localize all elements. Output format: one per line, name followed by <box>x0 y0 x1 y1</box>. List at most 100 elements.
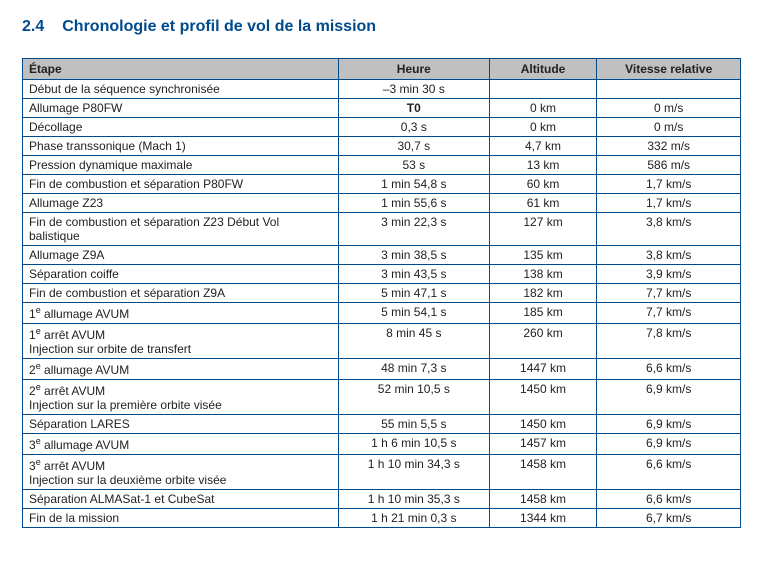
cell-etape: Allumage P80FW <box>23 99 339 118</box>
cell-altitude: 1447 km <box>489 359 597 380</box>
cell-altitude: 1450 km <box>489 415 597 434</box>
flight-timeline-table: Étape Heure Altitude Vitesse relative Dé… <box>22 58 741 528</box>
cell-etape: 3e allumage AVUM <box>23 434 339 455</box>
cell-altitude: 4,7 km <box>489 137 597 156</box>
table-row: Décollage0,3 s0 km0 m/s <box>23 118 741 137</box>
table-row: Allumage Z9A3 min 38,5 s135 km3,8 km/s <box>23 246 741 265</box>
table-row: Allumage P80FWT00 km0 m/s <box>23 99 741 118</box>
cell-altitude: 138 km <box>489 265 597 284</box>
cell-heure: 1 h 10 min 35,3 s <box>338 490 489 509</box>
cell-etape: Séparation coiffe <box>23 265 339 284</box>
cell-heure: 52 min 10,5 s <box>338 380 489 415</box>
cell-altitude: 1457 km <box>489 434 597 455</box>
table-row: Phase transsonique (Mach 1)30,7 s4,7 km3… <box>23 137 741 156</box>
cell-vitesse: 7,7 km/s <box>597 303 741 324</box>
cell-etape: Phase transsonique (Mach 1) <box>23 137 339 156</box>
cell-altitude <box>489 80 597 99</box>
col-altitude: Altitude <box>489 59 597 80</box>
cell-heure: 30,7 s <box>338 137 489 156</box>
cell-altitude: 260 km <box>489 324 597 359</box>
cell-vitesse: 6,6 km/s <box>597 455 741 490</box>
cell-vitesse: 7,7 km/s <box>597 284 741 303</box>
cell-etape: 3e arrêt AVUMInjection sur la deuxième o… <box>23 455 339 490</box>
table-header-row: Étape Heure Altitude Vitesse relative <box>23 59 741 80</box>
cell-heure: 5 min 47,1 s <box>338 284 489 303</box>
table-row: Fin de combustion et séparation Z9A5 min… <box>23 284 741 303</box>
cell-altitude: 185 km <box>489 303 597 324</box>
cell-vitesse: 3,8 km/s <box>597 213 741 246</box>
table-row: Séparation LARES55 min 5,5 s1450 km6,9 k… <box>23 415 741 434</box>
cell-altitude: 135 km <box>489 246 597 265</box>
col-heure: Heure <box>338 59 489 80</box>
table-row: 1e arrêt AVUMInjection sur orbite de tra… <box>23 324 741 359</box>
cell-etape: Décollage <box>23 118 339 137</box>
cell-altitude: 0 km <box>489 99 597 118</box>
table-row: Séparation ALMASat-1 et CubeSat1 h 10 mi… <box>23 490 741 509</box>
cell-vitesse: 6,9 km/s <box>597 434 741 455</box>
cell-vitesse: 332 m/s <box>597 137 741 156</box>
cell-etape: 1e arrêt AVUMInjection sur orbite de tra… <box>23 324 339 359</box>
cell-heure: 8 min 45 s <box>338 324 489 359</box>
cell-heure: 1 min 55,6 s <box>338 194 489 213</box>
cell-altitude: 61 km <box>489 194 597 213</box>
cell-etape: Allumage Z23 <box>23 194 339 213</box>
cell-etape: 1e allumage AVUM <box>23 303 339 324</box>
cell-etape: Pression dynamique maximale <box>23 156 339 175</box>
table-row: 3e allumage AVUM1 h 6 min 10,5 s1457 km6… <box>23 434 741 455</box>
cell-vitesse: 6,6 km/s <box>597 359 741 380</box>
table-row: Fin de combustion et séparation Z23 Débu… <box>23 213 741 246</box>
cell-etape: 2e arrêt AVUMInjection sur la première o… <box>23 380 339 415</box>
cell-heure: 5 min 54,1 s <box>338 303 489 324</box>
cell-etape: Séparation ALMASat-1 et CubeSat <box>23 490 339 509</box>
cell-altitude: 60 km <box>489 175 597 194</box>
table-row: Fin de la mission1 h 21 min 0,3 s1344 km… <box>23 509 741 528</box>
table-row: Pression dynamique maximale53 s13 km586 … <box>23 156 741 175</box>
table-row: 3e arrêt AVUMInjection sur la deuxième o… <box>23 455 741 490</box>
cell-vitesse: 6,7 km/s <box>597 509 741 528</box>
cell-vitesse: 6,9 km/s <box>597 380 741 415</box>
cell-heure: 55 min 5,5 s <box>338 415 489 434</box>
cell-heure: 48 min 7,3 s <box>338 359 489 380</box>
cell-altitude: 1344 km <box>489 509 597 528</box>
section-title: 2.4Chronologie et profil de vol de la mi… <box>22 18 741 36</box>
cell-altitude: 1458 km <box>489 490 597 509</box>
cell-altitude: 127 km <box>489 213 597 246</box>
cell-altitude: 1458 km <box>489 455 597 490</box>
section-number: 2.4 <box>22 18 44 35</box>
cell-etape: Début de la séquence synchronisée <box>23 80 339 99</box>
cell-heure: 3 min 43,5 s <box>338 265 489 284</box>
cell-etape: Séparation LARES <box>23 415 339 434</box>
cell-heure: 1 min 54,8 s <box>338 175 489 194</box>
cell-vitesse: 3,8 km/s <box>597 246 741 265</box>
table-row: Début de la séquence synchronisée–3 min … <box>23 80 741 99</box>
cell-heure: T0 <box>338 99 489 118</box>
table-row: 2e allumage AVUM48 min 7,3 s1447 km6,6 k… <box>23 359 741 380</box>
cell-etape: 2e allumage AVUM <box>23 359 339 380</box>
cell-vitesse: 586 m/s <box>597 156 741 175</box>
cell-heure: 1 h 21 min 0,3 s <box>338 509 489 528</box>
table-row: 2e arrêt AVUMInjection sur la première o… <box>23 380 741 415</box>
cell-heure: –3 min 30 s <box>338 80 489 99</box>
cell-vitesse: 0 m/s <box>597 118 741 137</box>
table-row: Allumage Z231 min 55,6 s61 km1,7 km/s <box>23 194 741 213</box>
cell-vitesse: 1,7 km/s <box>597 175 741 194</box>
cell-vitesse: 1,7 km/s <box>597 194 741 213</box>
cell-etape: Fin de combustion et séparation Z9A <box>23 284 339 303</box>
cell-altitude: 13 km <box>489 156 597 175</box>
cell-etape: Fin de combustion et séparation P80FW <box>23 175 339 194</box>
cell-vitesse: 3,9 km/s <box>597 265 741 284</box>
col-etape: Étape <box>23 59 339 80</box>
cell-heure: 0,3 s <box>338 118 489 137</box>
cell-vitesse <box>597 80 741 99</box>
cell-etape: Fin de la mission <box>23 509 339 528</box>
cell-etape: Fin de combustion et séparation Z23 Débu… <box>23 213 339 246</box>
cell-altitude: 1450 km <box>489 380 597 415</box>
cell-heure: 3 min 22,3 s <box>338 213 489 246</box>
col-vitesse: Vitesse relative <box>597 59 741 80</box>
cell-heure: 53 s <box>338 156 489 175</box>
cell-vitesse: 6,9 km/s <box>597 415 741 434</box>
cell-altitude: 182 km <box>489 284 597 303</box>
cell-vitesse: 6,6 km/s <box>597 490 741 509</box>
cell-vitesse: 0 m/s <box>597 99 741 118</box>
table-row: Fin de combustion et séparation P80FW1 m… <box>23 175 741 194</box>
